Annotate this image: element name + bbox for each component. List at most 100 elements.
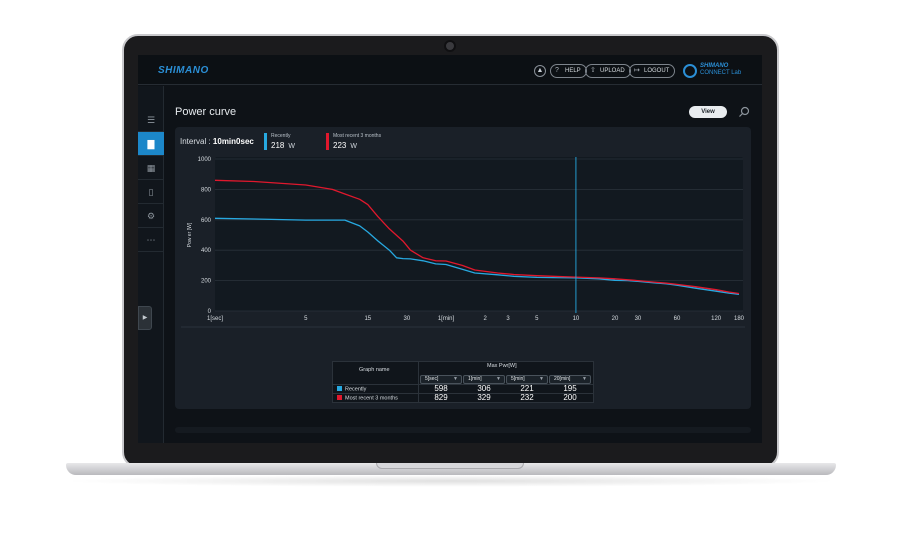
swatch <box>337 386 342 391</box>
legend-value: 218 <box>271 141 285 150</box>
column-select-1[interactable]: 5[sec] ▼ <box>420 375 462 384</box>
sidebar-expand-toggle[interactable]: ▶ <box>138 306 152 330</box>
power-curve-panel: Interval : 10min0sec Recently 218 W Most … <box>175 127 751 409</box>
chevron-down-icon: ▼ <box>453 376 458 382</box>
sidebar-item-power-curve[interactable]: ▇ <box>138 132 164 156</box>
table-cell: 829 <box>434 393 448 402</box>
x-tick-label: 10 <box>573 316 580 322</box>
table-cell: 329 <box>477 393 491 402</box>
table-cell: 232 <box>520 393 534 402</box>
x-tick-label: 30 <box>404 316 411 322</box>
scroll-strip <box>175 427 751 433</box>
app-screen: SHIMANO ▲ ? HELP ⇧ UPLOAD ↦ LOGOUT SHIMA… <box>138 55 762 443</box>
y-tick-label: 0 <box>208 309 212 315</box>
x-tick-label: 180 <box>734 316 745 322</box>
help-icon: ? <box>555 67 559 74</box>
view-button[interactable]: View <box>689 106 727 118</box>
x-tick-label: 1[sec] <box>207 316 223 322</box>
x-tick-label: 120 <box>711 316 722 322</box>
logout-icon: ↦ <box>634 67 640 74</box>
sidebar-item-list[interactable]: ☰ <box>138 108 164 132</box>
sidebar-item-calendar[interactable]: ▦ <box>138 156 164 180</box>
column-select-value: 20[min] <box>554 376 571 382</box>
graph-name-header: Graph name <box>359 367 390 373</box>
y-tick-label: 800 <box>201 187 212 193</box>
column-select-2[interactable]: 1[min] ▼ <box>463 375 505 384</box>
column-select-4[interactable]: 20[min] ▼ <box>549 375 591 384</box>
laptop-shadow <box>60 475 842 487</box>
y-tick-label: 400 <box>201 248 212 254</box>
legend-recent-3-months: Most recent 3 months 223 W <box>326 133 381 150</box>
page-title: Power curve <box>175 106 237 118</box>
interval-value: 10min0sec <box>212 137 254 146</box>
x-tick-label: 15 <box>364 316 371 322</box>
connect-lab-logo[interactable]: SHIMANO CONNECT Lab <box>683 63 749 79</box>
legend-value-wrap: 223 W <box>333 141 381 150</box>
interval-display: Interval : 10min0sec <box>180 137 254 146</box>
x-tick-label: 2 <box>483 316 487 322</box>
logo-line2: CONNECT Lab <box>700 70 742 76</box>
calendar-icon: ▦ <box>146 163 156 173</box>
help-label: HELP <box>565 68 581 74</box>
swatch <box>337 395 342 400</box>
chevron-down-icon: ▼ <box>539 376 544 382</box>
camera-icon <box>444 40 456 52</box>
logout-label: LOGOUT <box>644 68 670 74</box>
table-row-name: Recently <box>337 386 366 393</box>
legend-name: Most recent 3 months <box>333 133 382 139</box>
logo-line1: SHIMANO <box>700 63 729 69</box>
column-select-3[interactable]: 5[min] ▼ <box>506 375 548 384</box>
document-icon: ▯ <box>148 187 154 197</box>
y-tick-label: 200 <box>201 279 212 285</box>
y-tick-label: 1000 <box>198 157 212 163</box>
table-row-name: Most recent 3 months <box>337 395 398 402</box>
series-line <box>214 217 740 295</box>
table-cell: 200 <box>563 393 577 402</box>
table-divider <box>333 384 593 385</box>
bar-chart-icon: ▇ <box>147 139 155 149</box>
notification-icon[interactable]: ▲ <box>534 65 546 77</box>
series-line <box>214 179 740 295</box>
x-tick-label: 60 <box>674 316 681 322</box>
x-tick-label: 1[min] <box>438 316 455 322</box>
power-curve-chart[interactable]: 0 200 400 600 800 1000 Pow er [W] 1[sec] 5 15 30 1[… <box>175 155 751 355</box>
chevron-right-icon: ▶ <box>142 315 148 321</box>
upload-button[interactable]: ⇧ UPLOAD <box>585 64 631 78</box>
laptop-notch <box>376 463 524 469</box>
column-select-value: 1[min] <box>468 376 482 382</box>
gear-icon: ⚙ <box>146 211 156 221</box>
row-label: Most recent 3 months <box>345 395 398 402</box>
sidebar-item-more[interactable]: ⋯ <box>138 228 164 252</box>
brand-logo[interactable]: SHIMANO <box>158 65 209 76</box>
legend-value-wrap: 218 W <box>271 141 295 150</box>
help-button[interactable]: ? HELP <box>550 64 587 78</box>
y-axis-label: Pow er [W] <box>187 222 193 247</box>
column-select-value: 5[min] <box>511 376 525 382</box>
laptop-base <box>66 463 836 475</box>
legend-unit: W <box>288 143 295 150</box>
x-tick-label: 3 <box>506 316 510 322</box>
table-cell: 221 <box>520 384 534 393</box>
table-cell: 598 <box>434 384 448 393</box>
upload-label: UPLOAD <box>600 68 625 74</box>
x-tick-label: 5 <box>304 316 308 322</box>
chevron-down-icon: ▼ <box>582 376 587 382</box>
legend-unit: W <box>350 143 357 150</box>
max-power-table: Graph name Max Pwr[W] 5[sec] ▼ 1[min] ▼ 5[… <box>332 361 594 403</box>
y-tick-label: 600 <box>201 218 212 224</box>
table-cell: 195 <box>563 384 577 393</box>
logout-button[interactable]: ↦ LOGOUT <box>629 64 676 78</box>
table-divider <box>333 393 593 394</box>
max-pwr-header: Max Pwr[W] <box>487 363 517 369</box>
connect-ring-icon <box>683 64 697 78</box>
row-label: Recently <box>345 386 367 393</box>
top-bar: SHIMANO ▲ ? HELP ⇧ UPLOAD ↦ LOGOUT SHIMA… <box>138 55 762 85</box>
search-icon[interactable] <box>738 106 750 118</box>
sidebar-item-document[interactable]: ▯ <box>138 180 164 204</box>
legend-recently: Recently 218 W <box>264 133 295 150</box>
sidebar-item-settings[interactable]: ⚙ <box>138 204 164 228</box>
column-select-value: 5[sec] <box>425 376 439 382</box>
x-tick-label: 20 <box>612 316 619 322</box>
plot-area <box>215 157 743 311</box>
legend-name: Recently <box>271 133 291 139</box>
